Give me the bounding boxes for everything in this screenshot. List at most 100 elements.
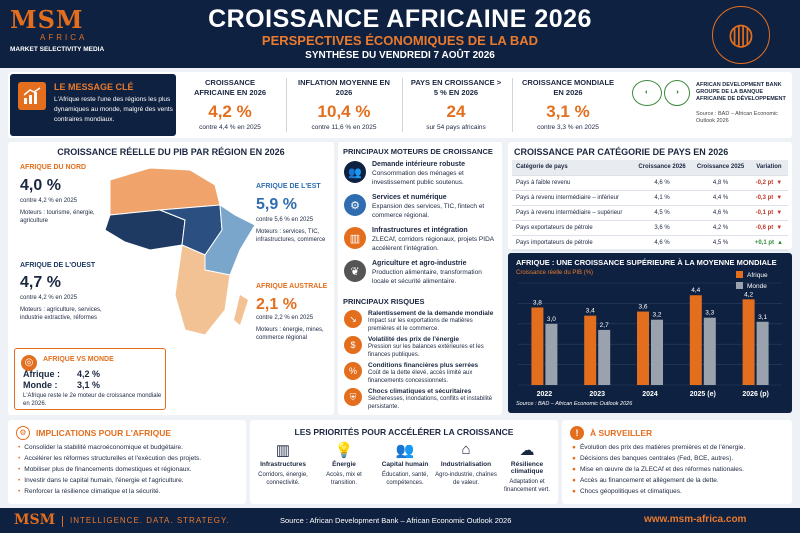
arrow-up-icon: ▲: [777, 239, 783, 246]
bar-value-label: 3,8: [533, 299, 542, 306]
list-item-text: Renforcer la résilience climatique et la…: [24, 488, 161, 495]
priority-body: Agro-industrie, chaînes de valeur.: [435, 472, 497, 486]
table-row: Pays à revenu intermédiaire – supérieur 4…: [512, 205, 788, 221]
risk-body: Sécheresses, inondations, conflits et in…: [368, 396, 493, 410]
kpi-label: CROISSANCE MONDIALE EN 2026: [521, 78, 615, 97]
driver-title: Demande intérieure robuste: [372, 161, 465, 168]
region-west-name: AFRIQUE DE L'OUEST: [20, 262, 96, 269]
list-item: • Accélérer les réformes structurelles et…: [18, 453, 244, 464]
bar-monde: [651, 319, 663, 385]
gear-icon: ⚙: [16, 426, 30, 440]
down-trend-icon: ↘: [344, 310, 362, 328]
arrow-down-icon: ▼: [776, 194, 783, 201]
country-table-title: CROISSANCE PAR CATÉGORIE DE PAYS EN 2026: [514, 147, 729, 157]
legend-swatch: [736, 282, 743, 289]
table-cell-2026: 4,1 %: [632, 190, 692, 206]
region-south-vs: contre 2,2 % en 2025: [256, 315, 314, 321]
variation-value: -0,1 pt: [755, 209, 774, 216]
msm-logo: MSM: [10, 5, 84, 34]
list-item: • Consolider la stabilité macroéconomique…: [18, 442, 244, 453]
bullet-icon: ●: [572, 444, 576, 451]
footer-source: Source : African Development Bank – Afri…: [280, 516, 512, 525]
kpi-label: PAYS EN CROISSANCE > 5 % EN 2026: [410, 78, 502, 97]
priority-item: ▥ Infrastructures Corridors, énergie, conn…: [252, 441, 314, 487]
region-north-name: AFRIQUE DU NORD: [20, 164, 87, 171]
header: MSM AFRICA MARKET SELECTIVITY MEDIA CROI…: [0, 0, 800, 68]
afdb-logo-icon: ◐: [632, 80, 662, 106]
priority-body: Éducation, santé, compétences.: [381, 472, 429, 486]
afdb-name: AFRICAN DEVELOPMENT BANK GROUPE DE LA BA…: [696, 82, 786, 102]
legend-swatch: [736, 271, 743, 278]
kpi-sub: contre 11,6 % en 2025: [311, 124, 377, 131]
drivers-risks-panel: [338, 142, 502, 415]
table-cell-2025: 4,2 %: [691, 220, 750, 236]
kpi-countries: PAYS EN CROISSANCE > 5 % EN 2026 24 sur …: [408, 74, 504, 136]
watch-list: ● Évolution des prix des matières premièr…: [572, 442, 788, 497]
table-cell-2025: 4,8 %: [691, 175, 750, 191]
table-cell-category: Pays à revenu intermédiaire – supérieur: [512, 205, 633, 221]
table-cell-variation: -0,1 pt ▼: [749, 205, 788, 221]
driver-body: Expansion des services, TIC, fintech et …: [372, 203, 485, 219]
chart-source: Source : BAD – African Economic Outlook …: [516, 401, 633, 407]
vs-title: AFRIQUE VS MONDE: [43, 356, 114, 363]
dollar-icon: $: [344, 336, 362, 354]
driver-title: Infrastructures et intégration: [372, 227, 468, 234]
table-row: Pays à faible revenu 4,6 % 4,8 % -0,2 pt ▼: [512, 175, 788, 191]
afdb-source: Source : BAD – African Economic Outlook …: [696, 111, 778, 124]
kpi-label: CROISSANCE AFRICAINE EN 2026: [193, 78, 267, 97]
regions-title: CROISSANCE RÉELLE DU PIB PAR RÉGION EN 2…: [57, 147, 285, 157]
driver-body: Consommation des ménages et investisseme…: [372, 170, 464, 186]
list-item: • Renforcer la résilience climatique et l…: [18, 486, 244, 497]
region-east-vs: contre 5,6 % en 2025: [256, 217, 314, 223]
kpi-divider: [512, 78, 513, 132]
table-cell-category: Pays exportateurs de pétrole: [512, 220, 633, 236]
logo-subtitle: AFRICA: [40, 33, 88, 42]
list-item: • Investir dans le capital humain, l'éner…: [18, 475, 244, 486]
bullet-icon: •: [18, 466, 21, 473]
footer-tagline: INTELLIGENCE. DATA. STRATEGY.: [70, 516, 230, 525]
kpi-value: 3,1 %: [546, 102, 590, 121]
people-icon: 👥: [395, 442, 415, 459]
table-header: Catégorie de pays: [512, 160, 633, 176]
legend-label: Afrique: [747, 272, 768, 279]
cloud-icon: ☁: [519, 442, 535, 459]
bar-value-label: 3,1: [758, 314, 767, 321]
table-cell-2025: 4,5 %: [691, 235, 750, 251]
bar-afrique: [637, 311, 649, 385]
vs-world-label: Monde :: [23, 380, 58, 390]
kpi-value: 24: [446, 102, 466, 121]
priority-body: Corridors, énergie, connectivité.: [258, 472, 308, 486]
arrow-down-icon: ▼: [776, 179, 783, 186]
risk-title: Chocs climatiques et sécuritaires: [368, 388, 472, 395]
map-south: [174, 244, 231, 336]
bullet-icon: ●: [572, 477, 576, 484]
risks-title: PRINCIPAUX RISQUES: [343, 297, 425, 306]
footer: MSM INTELLIGENCE. DATA. STRATEGY. Source…: [0, 508, 800, 533]
risk-body: Impact sur les exportations de matières …: [368, 318, 473, 332]
list-item-text: Accélérer les réformes structurelles et …: [24, 455, 202, 462]
driver-title: Agriculture et agro-industrie: [372, 260, 467, 267]
bar-monde: [756, 321, 769, 385]
list-item-text: Mobiliser plus de financements domestiqu…: [24, 466, 192, 473]
kpi-divider: [286, 78, 287, 132]
priority-item: ⌂ Industrialisation Agro-industrie, chaîne…: [435, 441, 497, 487]
page-title: CROISSANCE AFRICAINE 2026: [208, 5, 592, 33]
footer-url[interactable]: www.msm-africa.com: [644, 514, 747, 525]
vs-note: L'Afrique reste le 2e moteur de croissan…: [23, 393, 162, 407]
variation-value: +0,1 pt: [754, 239, 775, 246]
region-south-name: AFRIQUE AUSTRALE: [256, 283, 328, 290]
africa-map-icon: ◑: [664, 80, 690, 106]
table-cell-2026: 4,6 %: [632, 175, 692, 191]
footer-logo: MSM: [14, 512, 56, 528]
bar-value-label: 3,3: [705, 310, 714, 317]
globe-icon: ◎: [21, 355, 37, 371]
priority-title: Énergie: [332, 461, 356, 468]
list-item-text: Décisions des banques centrales (Fed, BC…: [579, 455, 734, 462]
kpi-label: INFLATION MOYENNE EN 2026: [298, 78, 390, 97]
country-table: Catégorie de pays Croissance 2026 Croiss…: [512, 160, 788, 251]
table-cell-variation: -0,6 pt ▼: [749, 220, 788, 236]
bar-monde: [545, 323, 558, 385]
kpi-value: 10,4 %: [317, 102, 371, 121]
table-cell-variation: -0,3 pt ▼: [749, 190, 788, 206]
drivers-title: PRINCIPAUX MOTEURS DE CROISSANCE: [343, 147, 493, 156]
